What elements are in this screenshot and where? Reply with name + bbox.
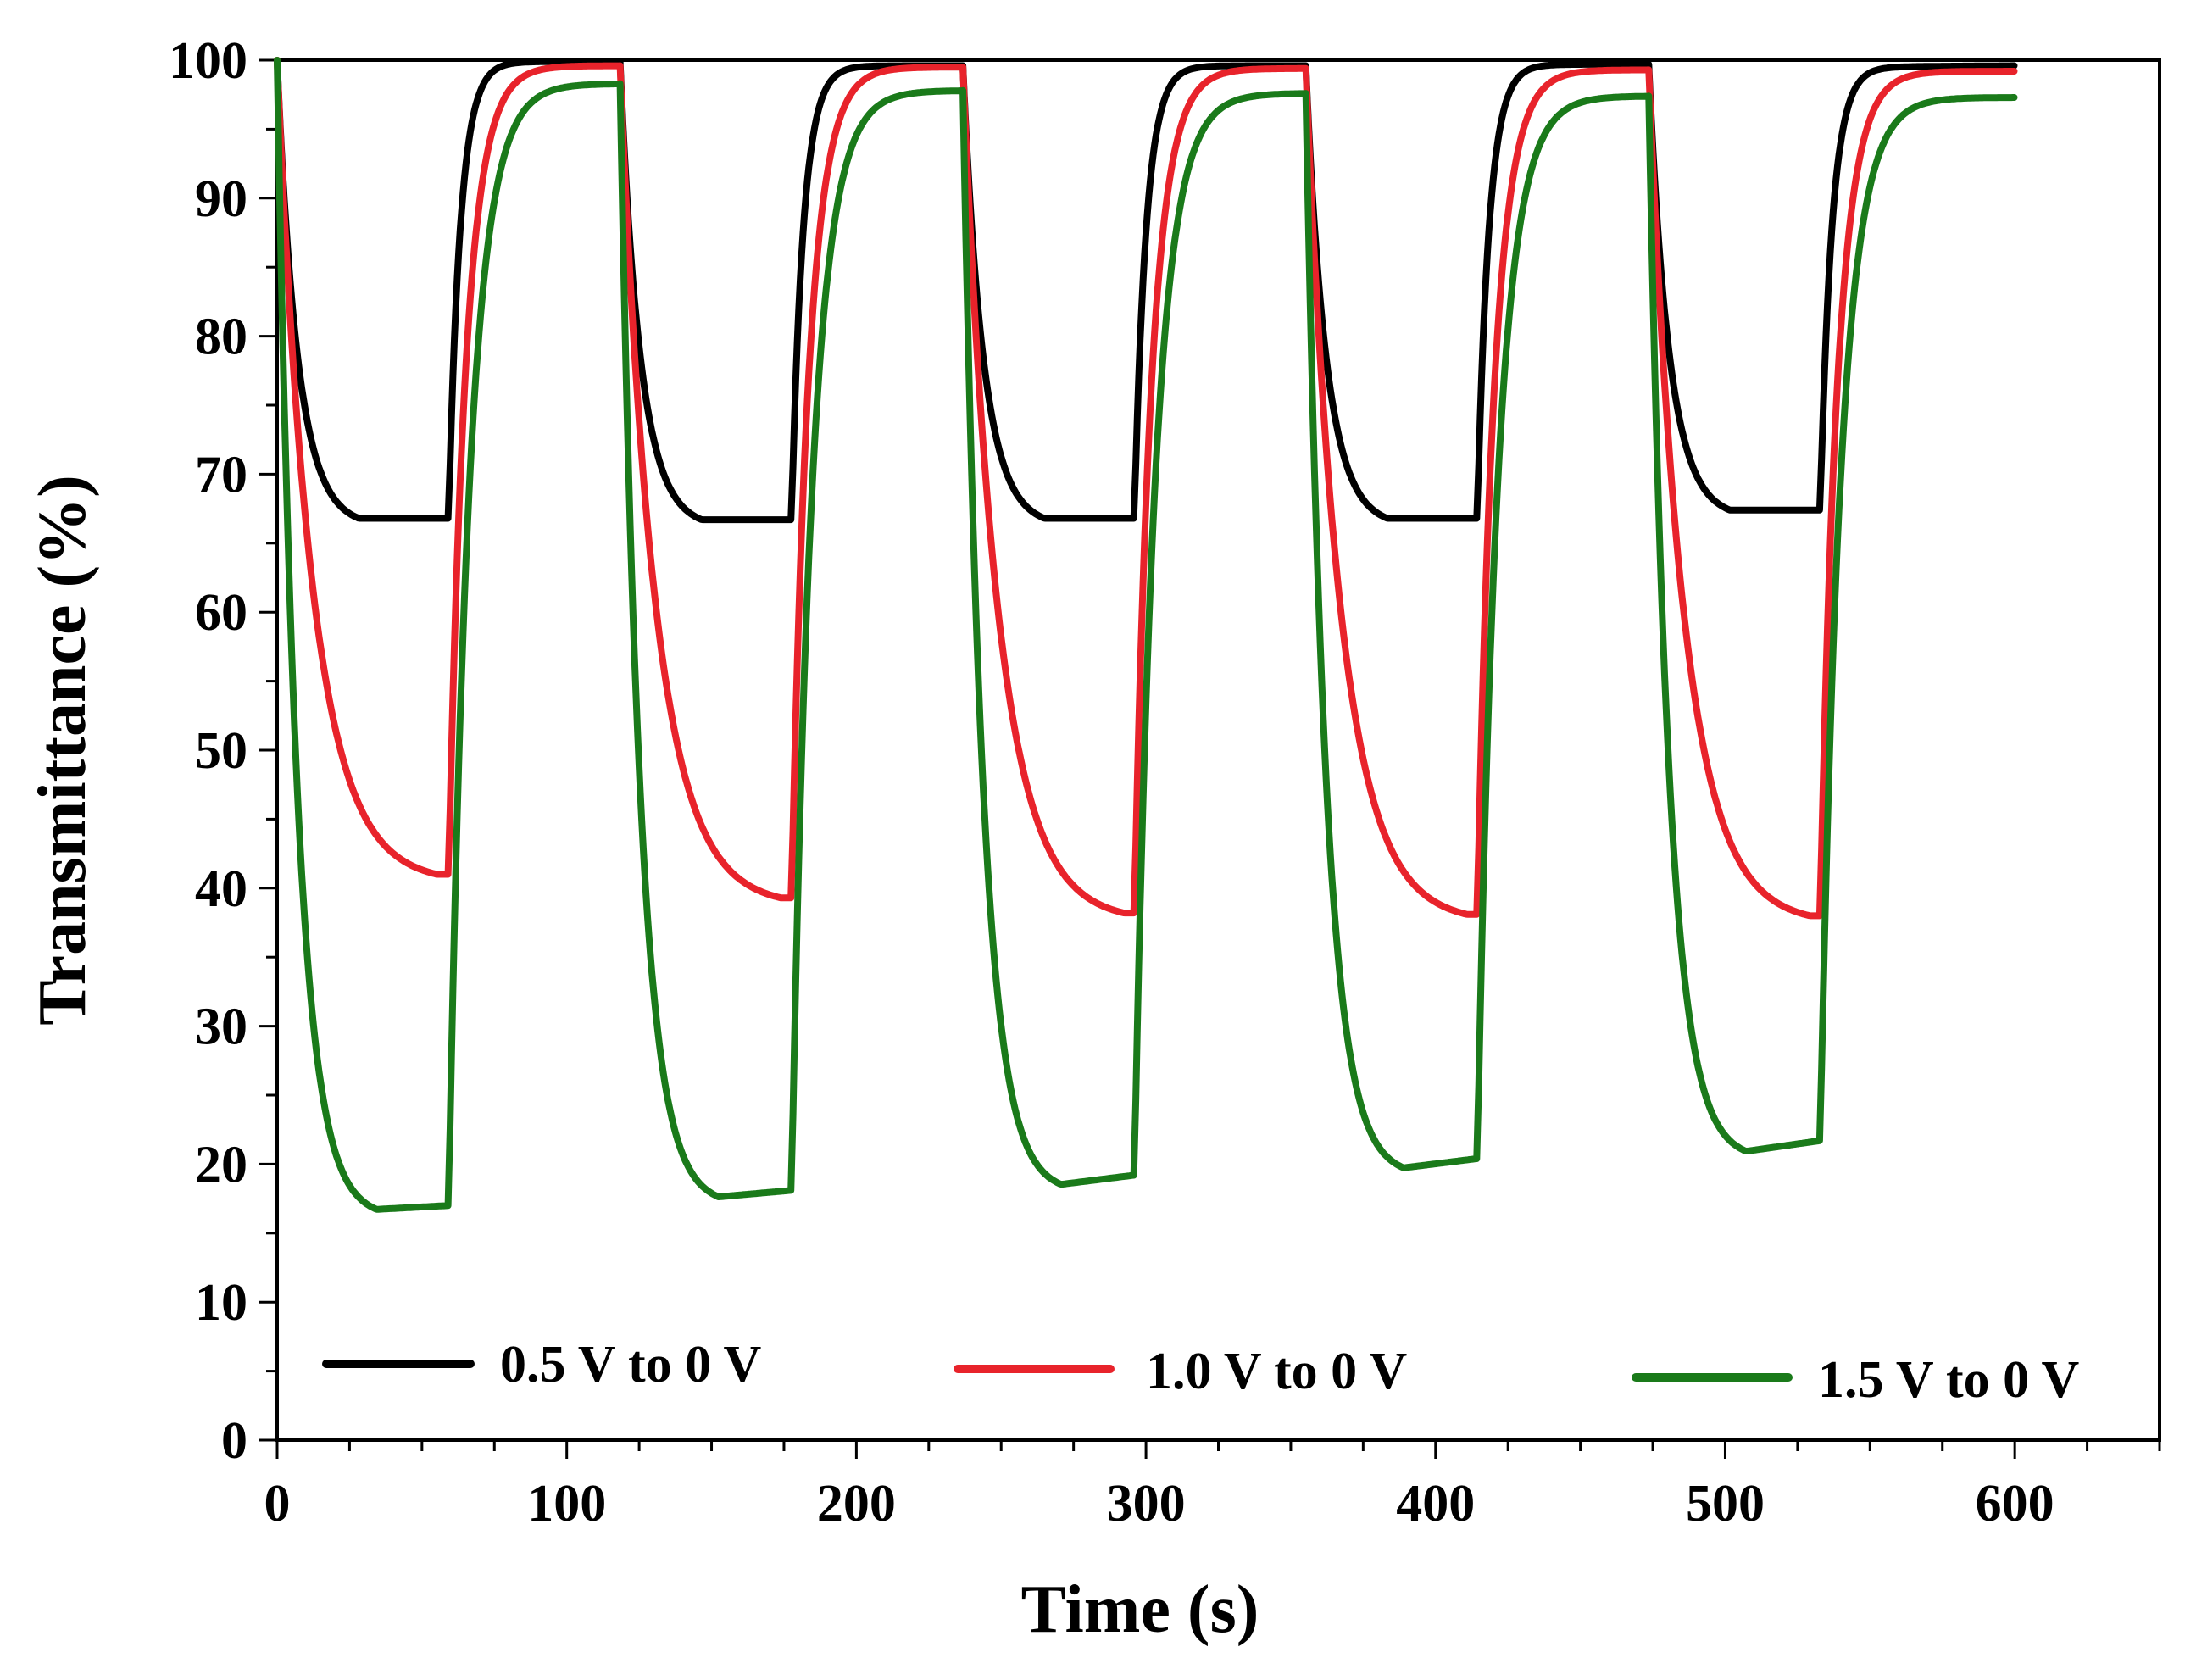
series-line-1 — [274, 57, 2018, 524]
x-tick-label: 300 — [1107, 1475, 1186, 1533]
x-tick-label: 400 — [1396, 1475, 1475, 1533]
data-series — [274, 57, 2018, 1213]
y-tick-label: 0 — [221, 1412, 247, 1470]
x-tick-label: 200 — [817, 1475, 896, 1533]
x-tick-label: 100 — [527, 1475, 606, 1533]
x-axis-title: Time (s) — [1021, 1572, 1259, 1647]
axis-ticks — [259, 58, 2161, 1459]
x-tick-label: 0 — [264, 1475, 291, 1533]
legend-label-2: 1.0 V to 0 V — [1146, 1343, 1408, 1400]
y-tick-label: 60 — [195, 584, 247, 642]
y-axis-title: Transmittance (%) — [25, 475, 100, 1026]
legend: 0.5 V to 0 V 1.0 V to 0 V 1.5 V to 0 V — [322, 1336, 2080, 1409]
y-tick-label: 100 — [169, 32, 247, 90]
y-tick-label: 40 — [195, 860, 247, 918]
y-tick-label: 10 — [195, 1274, 247, 1332]
x-tick-label: 500 — [1686, 1475, 1765, 1533]
tick-labels: 0 100 200 300 400 500 600 0 10 20 30 40 50 60 70 80 90 10… — [169, 32, 2054, 1533]
y-tick-label: 70 — [195, 446, 247, 503]
y-tick-label: 30 — [195, 999, 247, 1056]
y-tick-label: 90 — [195, 170, 247, 228]
y-tick-label: 80 — [195, 309, 247, 366]
series-line-2 — [274, 57, 2018, 920]
plot-frame — [275, 58, 2161, 1442]
y-tick-label: 50 — [195, 722, 247, 780]
x-tick-label: 600 — [1976, 1475, 2054, 1533]
series-line-3 — [274, 57, 2018, 1213]
legend-label-3: 1.5 V to 0 V — [1818, 1351, 2080, 1409]
legend-label-1: 0.5 V to 0 V — [500, 1336, 762, 1394]
y-tick-label: 20 — [195, 1136, 247, 1193]
